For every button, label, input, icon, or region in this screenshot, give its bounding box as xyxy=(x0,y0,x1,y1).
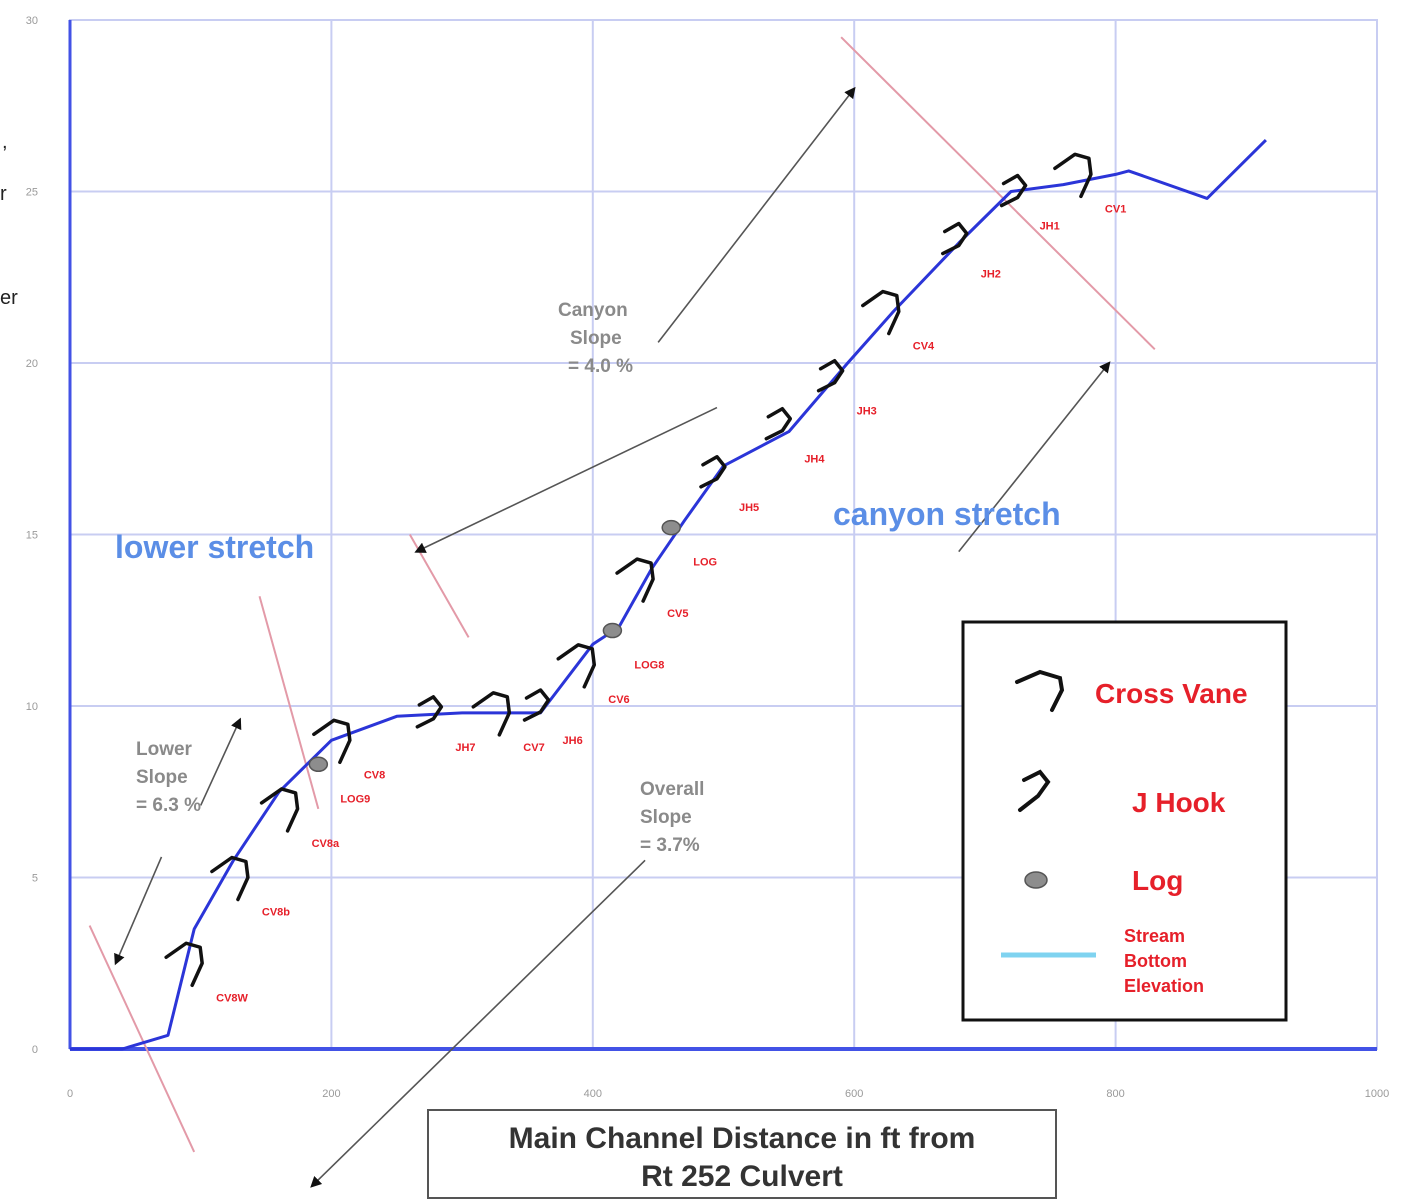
y-tick-label-6: 30 xyxy=(26,15,38,27)
structure-label-4: CV8 xyxy=(364,769,385,781)
structure-label-1: CV8b xyxy=(262,907,290,919)
legend-stream-line1: Stream xyxy=(1124,926,1185,946)
overall-slope-arrow-down xyxy=(310,859,646,1188)
x-axis-title-line-1: Main Channel Distance in ft from xyxy=(509,1122,976,1155)
legend-stream-line3: Elevation xyxy=(1124,976,1204,996)
legend-cross-vane-label: Cross Vane xyxy=(1095,678,1248,709)
cross-vane-marker-2 xyxy=(259,787,300,833)
y-tick-label-5: 25 xyxy=(26,187,38,199)
y-tick-label-1: 5 xyxy=(32,873,38,885)
structure-label-13: JH4 xyxy=(804,454,825,466)
x-tick-label-1: 200 xyxy=(322,1088,340,1100)
structures-layer xyxy=(164,152,1093,987)
legend-stream-line2: Bottom xyxy=(1124,951,1187,971)
x-tick-label-5: 1000 xyxy=(1365,1088,1389,1100)
log-marker-11 xyxy=(661,519,681,536)
overall-slope-line3: = 3.7% xyxy=(640,835,700,856)
x-axis-title-text: Main Channel Distance in ft from Rt 252 C… xyxy=(509,1122,976,1193)
slope-annotations xyxy=(88,36,1156,1188)
clipped-text-2: r xyxy=(0,183,7,205)
structure-labels: CV8W CV8b CV8a LOG9 CV8 JH7 CV7 JH6 CV6 LOG8 CV5 LO… xyxy=(216,203,1126,1004)
cross-vane-icon xyxy=(1015,669,1065,712)
structure-label-12: JH5 xyxy=(739,502,759,514)
structure-label-8: CV6 xyxy=(608,694,629,706)
overall-slope-annotation: Overall Slope = 3.7% xyxy=(640,779,704,856)
y-tick-label-2: 10 xyxy=(26,701,38,713)
structure-label-5: JH7 xyxy=(455,742,475,754)
structure-label-10: CV5 xyxy=(667,608,688,620)
structure-label-17: JH1 xyxy=(1040,221,1060,233)
structure-label-16: JH2 xyxy=(981,269,1001,281)
lower-slope-line3: = 6.3 % xyxy=(136,795,201,816)
grid-lines xyxy=(69,19,1378,1050)
x-tick-label-0: 0 xyxy=(67,1088,73,1100)
lower-slope-line2: Slope xyxy=(136,767,188,788)
canyon-slope-line2: Slope xyxy=(570,328,622,349)
structure-label-18: CV1 xyxy=(1105,203,1126,215)
log-marker-3 xyxy=(308,756,329,773)
x-axis-title: Main Channel Distance in ft from Rt 252 C… xyxy=(427,1109,1057,1199)
y-tick-label-3: 15 xyxy=(26,530,38,542)
j-hook-marker-12 xyxy=(699,455,727,489)
legend-log-label: Log xyxy=(1132,865,1183,896)
structure-label-2: CV8a xyxy=(312,838,340,850)
axes xyxy=(68,20,1377,1051)
j-hook-marker-13 xyxy=(764,406,793,441)
structure-label-6: CV7 xyxy=(523,742,544,754)
log-marker-9 xyxy=(602,622,623,639)
clipped-text-1: , xyxy=(2,131,8,153)
canyon-slope-arrow-down xyxy=(414,406,718,553)
overall-slope-line2: Slope xyxy=(640,807,692,828)
slope-boundary-line-3 xyxy=(840,36,1156,350)
slope-boundary-line-0 xyxy=(88,925,196,1153)
cross-vane-marker-8 xyxy=(556,643,597,689)
canyon-slope-line1: Canyon xyxy=(558,300,628,321)
structure-label-11: LOG xyxy=(693,557,717,569)
cross-vane-marker-15 xyxy=(861,289,901,336)
structure-label-14: JH3 xyxy=(857,406,877,418)
structure-label-3: LOG9 xyxy=(340,793,370,805)
x-axis-title-line-2: Rt 252 Culvert xyxy=(641,1160,843,1193)
j-hook-marker-5 xyxy=(415,695,444,729)
overall-slope-line1: Overall xyxy=(640,779,704,800)
cross-vane-marker-0 xyxy=(164,941,204,987)
legend: Cross Vane J Hook Log Stream Bottom Elev… xyxy=(961,620,1288,1022)
y-tick-label-4: 20 xyxy=(26,358,38,370)
x-axis-title-box xyxy=(427,1109,1057,1199)
lower-slope-annotation: Lower Slope = 6.3 % xyxy=(136,739,201,816)
slope-boundary-line-1 xyxy=(258,595,320,810)
legend-j-hook-label: J Hook xyxy=(1132,787,1226,818)
x-tick-label-3: 600 xyxy=(845,1088,863,1100)
canyon-slope-line3: = 4.0 % xyxy=(568,356,633,377)
cross-vane-marker-18 xyxy=(1053,152,1093,199)
lower-slope-line1: Lower xyxy=(136,739,193,760)
lower-slope-arrow-down xyxy=(114,856,163,966)
structure-label-9: LOG8 xyxy=(634,660,664,672)
structure-label-7: JH6 xyxy=(563,735,583,747)
log-icon xyxy=(1024,871,1048,889)
cross-vane-marker-6 xyxy=(471,691,512,737)
j-hook-icon xyxy=(1018,769,1051,812)
j-hook-marker-16 xyxy=(941,221,969,256)
structure-label-0: CV8W xyxy=(216,992,248,1004)
y-tick-label-0: 0 xyxy=(32,1044,38,1056)
x-tick-label-2: 400 xyxy=(584,1088,602,1100)
cross-vane-marker-1 xyxy=(210,855,250,902)
lower-slope-arrow-up xyxy=(199,717,242,806)
cross-vane-marker-4 xyxy=(312,718,352,765)
clipped-text-3: er xyxy=(0,287,18,309)
overall-slope-arrow-up xyxy=(958,361,1111,553)
structure-label-15: CV4 xyxy=(913,341,935,353)
canyon-stretch-label: canyon stretch xyxy=(833,496,1061,532)
tick-labels: 0 200 400 600 800 1000 0 5 10 15 20 25 30 xyxy=(26,15,1389,1100)
x-tick-label-4: 800 xyxy=(1106,1088,1124,1100)
j-hook-marker-14 xyxy=(816,358,845,393)
lower-stretch-label: lower stretch xyxy=(115,529,314,565)
canyon-slope-annotation: Canyon Slope = 4.0 % xyxy=(558,300,633,377)
j-hook-marker-17 xyxy=(999,173,1028,208)
canyon-slope-arrow-up xyxy=(657,86,856,343)
cross-vane-marker-10 xyxy=(615,557,655,603)
j-hook-marker-7 xyxy=(522,688,551,722)
